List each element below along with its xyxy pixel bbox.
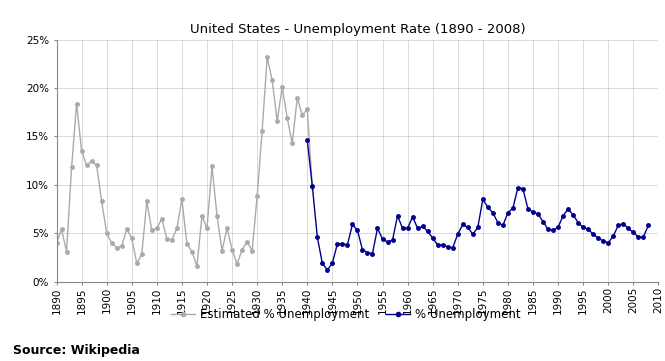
% Unemployment [504, 211, 512, 215]
Estimated % Unemployment [188, 249, 196, 254]
% Unemployment [333, 242, 341, 246]
Estimated % Unemployment [193, 264, 201, 268]
% Unemployment [639, 235, 647, 239]
Estimated % Unemployment [213, 214, 221, 218]
Estimated % Unemployment [309, 184, 317, 189]
% Unemployment [419, 224, 427, 229]
Estimated % Unemployment [143, 199, 151, 204]
Line: Estimated % Unemployment: Estimated % Unemployment [55, 55, 314, 268]
% Unemployment [424, 229, 432, 234]
Estimated % Unemployment [53, 241, 61, 245]
Text: Source: Wikipedia: Source: Wikipedia [13, 344, 140, 357]
Line: % Unemployment: % Unemployment [305, 139, 650, 272]
% Unemployment [303, 138, 311, 143]
% Unemployment [374, 226, 382, 231]
Title: United States - Unemployment Rate (1890 - 2008): United States - Unemployment Rate (1890 … [190, 23, 525, 36]
Estimated % Unemployment [173, 226, 181, 231]
Estimated % Unemployment [72, 101, 80, 106]
Legend: Estimated % Unemployment, % Unemployment: Estimated % Unemployment, % Unemployment [166, 304, 525, 326]
Estimated % Unemployment [263, 55, 271, 59]
% Unemployment [644, 223, 652, 228]
Estimated % Unemployment [223, 226, 231, 231]
% Unemployment [323, 268, 331, 272]
